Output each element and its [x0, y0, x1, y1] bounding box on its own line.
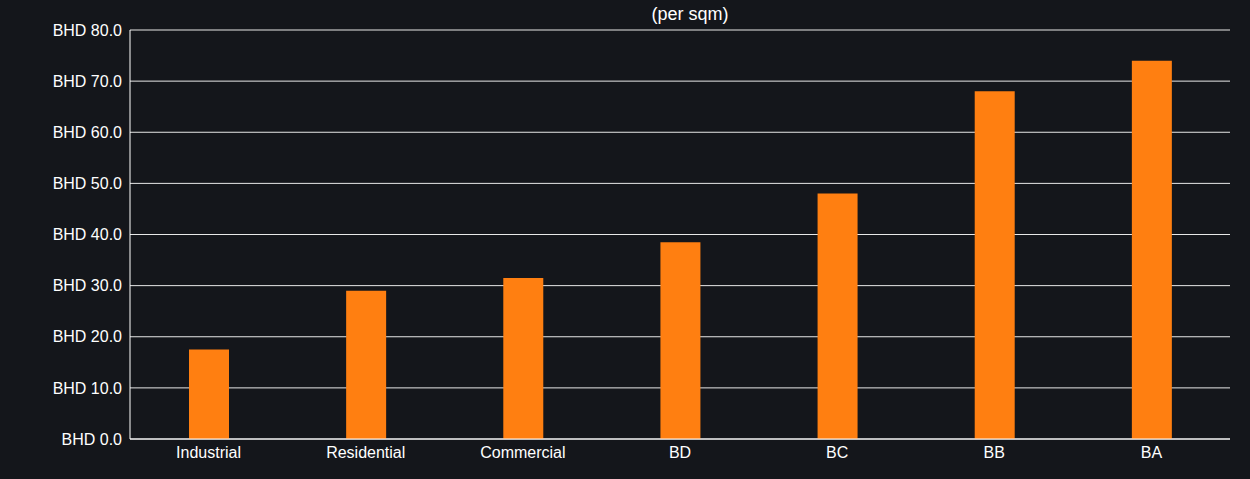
- svg-text:BHD 30.0: BHD 30.0: [53, 277, 122, 294]
- svg-text:BHD 10.0: BHD 10.0: [53, 380, 122, 397]
- svg-text:Residential: Residential: [326, 444, 405, 461]
- html-text:(per sqm): (per sqm): [651, 4, 729, 24]
- svg-text:BHD 70.0: BHD 70.0: [53, 73, 122, 90]
- svg-text:BA: BA: [1141, 444, 1163, 461]
- svg-text:BHD 20.0: BHD 20.0: [53, 328, 122, 345]
- svg-text:BHD 40.0: BHD 40.0: [53, 226, 122, 243]
- svg-text:BHD 60.0: BHD 60.0: [53, 124, 122, 141]
- svg-text:BD: BD: [669, 444, 691, 461]
- svg-text:BHD 0.0: BHD 0.0: [62, 431, 123, 448]
- svg-text:BC: BC: [826, 444, 848, 461]
- svg-text:Commercial: Commercial: [480, 444, 565, 461]
- svg-text:BB: BB: [984, 444, 1005, 461]
- svg-text:BHD 80.0: BHD 80.0: [53, 22, 122, 39]
- svg-text:BHD 50.0: BHD 50.0: [53, 175, 122, 192]
- svg-text:Industrial: Industrial: [176, 444, 241, 461]
